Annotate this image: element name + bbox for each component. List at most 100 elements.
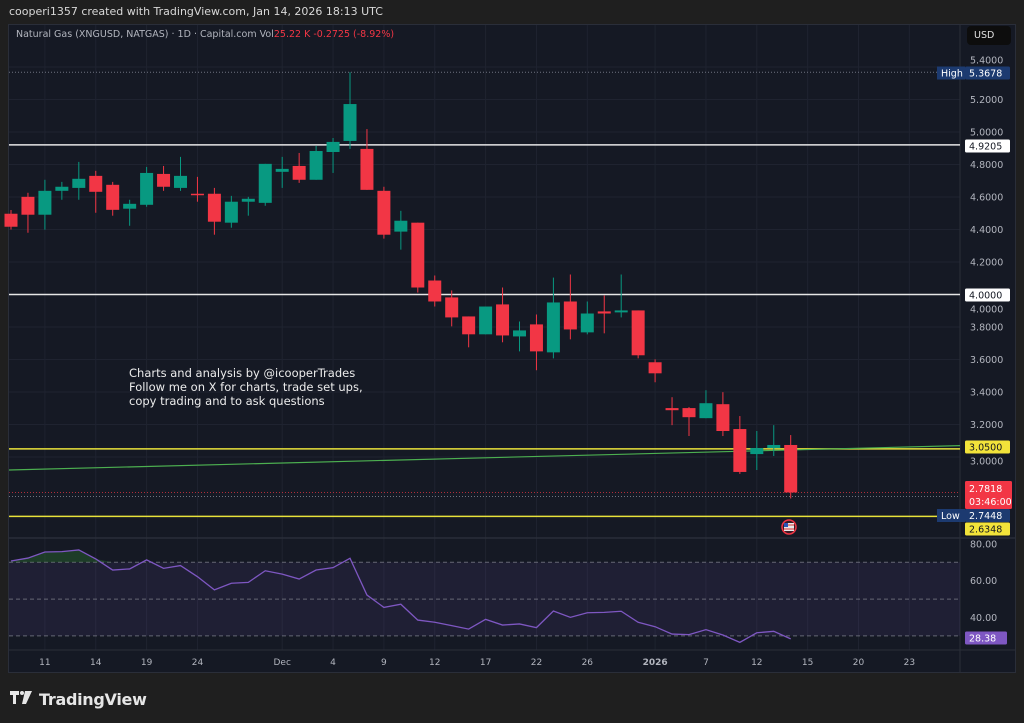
candle [479,306,493,335]
high-price-label: 5.3678 [969,69,1002,80]
price-tick-label: 5.0000 [970,128,1003,139]
candle-body [157,173,171,187]
level-label-bg [965,440,1010,454]
time-tick-label: 14 [90,658,102,668]
candle [614,274,628,318]
candle-body [89,175,103,192]
time-tick-label: 24 [192,658,204,668]
volume-label: Vol [259,29,274,40]
time-axis[interactable]: 11 14 19 24 Dec 4 9 12 17 22 26 2026 7 12 15 20 23 [39,658,915,668]
candle [140,166,154,207]
candle [563,274,577,340]
candle [546,277,560,359]
candle-body [38,190,52,215]
price-axis[interactable]: 5.4000 5.2000 5.0000 4.8000 4.6000 4.4000 4.20… [937,56,1012,645]
candle [682,407,696,437]
trendline [8,445,961,471]
candle [631,310,645,359]
price-tick-label: 3.0000 [970,457,1003,468]
price-tick-label: 3.8000 [970,323,1003,334]
price-tick-label: 4.4000 [970,225,1003,236]
last-price-label-bg [965,481,1012,509]
last-price-label: 2.7818 [969,484,1002,495]
candle-body [699,403,713,419]
bar-countdown: 03:46:00 [969,497,1012,508]
candle-body [207,193,221,222]
volume-value: 25.22 K [273,29,311,40]
candle-body [258,163,272,203]
candle-body [445,297,459,318]
candle [89,170,103,213]
chart-annotation-text: Charts and analysis by @icooperTrades Fo… [129,366,363,408]
candle-body [665,408,679,411]
candle [157,165,171,191]
candle [529,314,543,371]
candle-body [106,184,120,210]
rsi-tick-label: 60.00 [970,576,997,587]
candle-body [21,196,35,215]
level-label-bg [965,139,1010,153]
candle-body [275,168,289,172]
candle-body [563,301,577,330]
candle-body [224,201,238,223]
time-tick-label: 12 [429,658,440,668]
candle [462,316,476,348]
note-line: Charts and analysis by @icooperTrades [129,366,356,380]
candle [767,425,781,457]
tradingview-logo[interactable]: TradingView [10,689,147,709]
candle [716,392,730,437]
candle-body [55,186,69,191]
price-change: -0.2725 (-8.92%) [313,29,395,40]
candle-body [733,429,747,472]
candle [784,435,798,499]
candle [190,176,204,202]
candle [326,138,340,173]
symbol-legend[interactable]: Natural Gas (XNGUSD, NATGAS) · 1D · Capi… [16,29,394,40]
candle-body [360,148,374,190]
time-tick-label: Dec [273,658,290,668]
time-tick-label: 9 [381,658,387,668]
candle-body [174,175,187,188]
time-tick-label: 2026 [643,658,668,668]
candle-body [529,324,543,352]
candle [699,390,713,419]
currency-button[interactable]: USD [967,26,1011,45]
candle-body [241,198,255,202]
candle-body [462,316,476,335]
price-tick-label: 3.2000 [970,420,1003,431]
candle-body [648,362,662,374]
note-line: copy trading and to ask questions [129,394,325,408]
price-tick-label: 3.6000 [970,355,1003,366]
rsi-pane [9,549,960,644]
candle-body [614,310,628,313]
candle [292,152,306,183]
us-flag-event-icon[interactable] [781,519,797,535]
note-line: Follow me on X for charts, trade set ups… [129,380,363,394]
candle [750,431,764,470]
candle-body [597,311,611,314]
candle-body [428,280,442,302]
brand-name: TradingView [39,689,147,709]
candle [258,163,272,206]
time-tick-label: 12 [751,658,762,668]
candle-body [496,304,510,336]
candle-body [784,444,798,493]
candle [21,192,35,233]
high-tag: High [941,69,963,80]
level-label: 4.9205 [969,142,1002,153]
candle-body [309,151,323,180]
candle-body [750,448,764,455]
candle [665,397,679,426]
candle [309,145,323,180]
candle-body [4,213,18,227]
level-label-bg [965,522,1010,536]
candle [207,187,221,235]
price-tick-label: 5.2000 [970,95,1003,106]
candle [360,129,374,190]
candle [55,181,69,200]
candle [38,179,52,230]
price-tick-label: 4.2000 [970,258,1003,269]
candle [733,416,747,474]
candle-body [682,408,696,418]
